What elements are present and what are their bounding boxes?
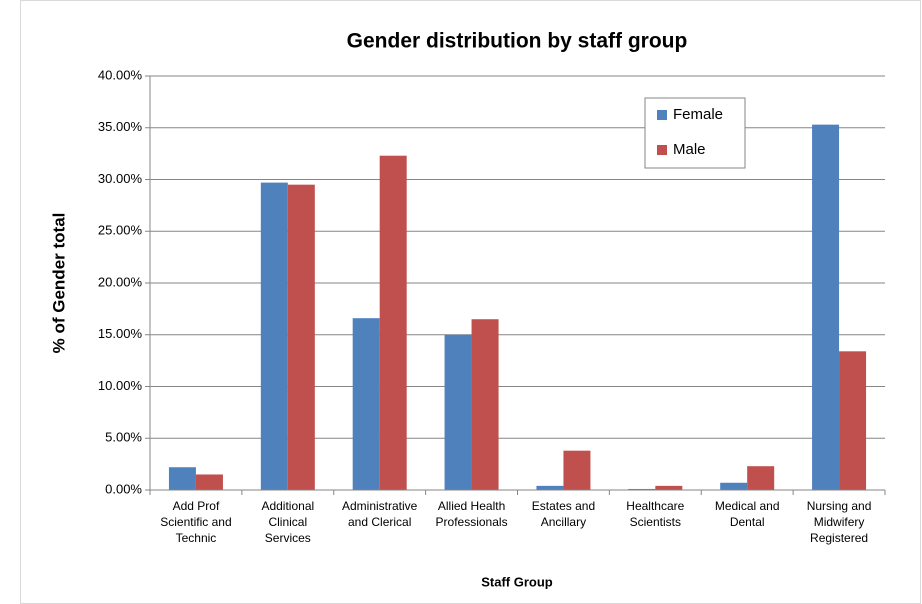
bar <box>720 482 748 490</box>
bar <box>628 488 656 490</box>
bar <box>352 318 380 490</box>
legend-swatch <box>657 110 667 120</box>
x-tick-label: Estates and Ancillary <box>531 499 596 529</box>
y-tick-label: 30.00% <box>98 171 143 186</box>
bar <box>536 485 564 490</box>
x-tick-label: Administrative and Clerical <box>342 499 418 529</box>
bar <box>839 351 867 490</box>
y-tick-label: 20.00% <box>98 274 143 289</box>
bar <box>563 450 591 490</box>
bar <box>260 182 288 491</box>
y-tick-label: 5.00% <box>105 430 142 445</box>
legend-label: Female <box>673 106 723 123</box>
y-tick-label: 25.00% <box>98 223 143 238</box>
y-tick-label: 40.00% <box>98 67 143 82</box>
bar <box>379 155 407 490</box>
bar <box>168 467 196 490</box>
legend-label: Male <box>673 141 706 158</box>
x-tick-label: Additional Clinical Services <box>261 499 315 545</box>
legend-box <box>644 97 746 169</box>
y-tick-label: 0.00% <box>105 481 142 496</box>
x-tick-label: Nursing and Midwifery Registered <box>806 499 872 545</box>
bar <box>471 319 499 490</box>
y-tick-label: 15.00% <box>98 326 143 341</box>
bar <box>747 466 775 490</box>
bar <box>444 334 472 490</box>
x-tick-label: Add Prof Scientific and Technic <box>160 499 232 545</box>
y-tick-label: 10.00% <box>98 378 143 393</box>
bar <box>812 124 840 491</box>
x-tick-label: Medical and Dental <box>714 499 780 529</box>
legend-swatch <box>657 145 667 155</box>
x-tick-label: Healthcare Scientists <box>626 499 685 529</box>
y-axis-label: % of Gender total <box>49 213 68 354</box>
bar <box>195 474 223 490</box>
bar <box>655 485 683 490</box>
bar <box>287 184 315 491</box>
y-tick-label: 35.00% <box>98 119 143 134</box>
chart-title: Gender distribution by staff group <box>347 30 688 53</box>
x-axis-label: Staff Group <box>481 574 553 589</box>
x-tick-label: Allied Health Professionals <box>435 499 508 529</box>
